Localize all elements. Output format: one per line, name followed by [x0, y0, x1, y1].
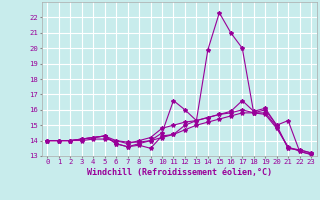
X-axis label: Windchill (Refroidissement éolien,°C): Windchill (Refroidissement éolien,°C) [87, 168, 272, 177]
